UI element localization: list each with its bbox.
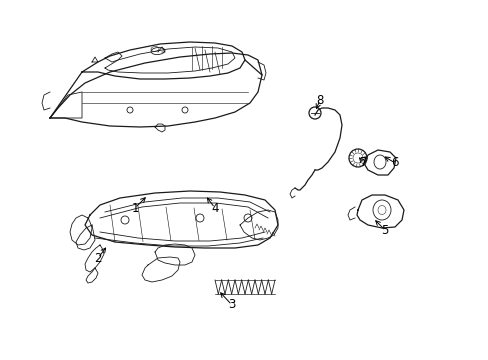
- Text: 7: 7: [360, 157, 367, 170]
- Text: 3: 3: [228, 298, 235, 311]
- Text: 4: 4: [211, 202, 218, 215]
- Text: 8: 8: [316, 94, 323, 107]
- Text: 2: 2: [94, 252, 102, 265]
- Text: 1: 1: [131, 202, 139, 215]
- Text: 5: 5: [381, 224, 388, 237]
- Text: 6: 6: [390, 157, 398, 170]
